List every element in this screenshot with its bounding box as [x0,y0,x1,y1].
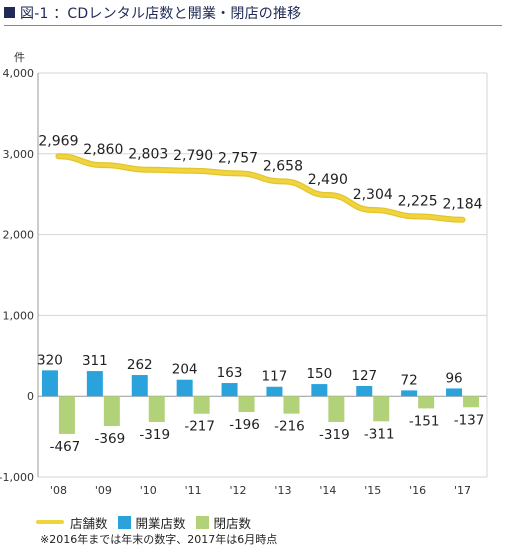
bar-closing [193,396,210,414]
bar-opening [176,379,193,397]
data-label-closing: -216 [274,419,305,435]
data-label-opening: 150 [306,366,332,382]
y-tick-label: 0 [27,390,34,403]
y-tick-label: 2,000 [3,229,35,242]
x-tick-label: '16 [409,484,426,497]
legend-swatch-closings [195,515,209,529]
data-label-opening: 311 [82,353,108,369]
data-label-opening: 72 [401,372,418,388]
bar-opening [446,388,463,397]
legend-item-openings: 開業店数 [117,513,186,532]
series-line-stores [56,154,465,222]
data-label-opening: 204 [172,362,198,378]
data-label-closing: -467 [50,439,81,455]
legend: 店舗数 開業店数 閉店数 [36,513,261,532]
bar-opening [86,371,103,397]
data-label-closing: -319 [139,427,170,443]
data-label-stores: 2,803 [128,147,168,163]
y-tick-label: 1,000 [3,309,35,322]
data-label-stores: 2,969 [38,133,78,149]
data-label-stores: 2,304 [353,187,393,203]
data-label-closing: -319 [319,427,350,443]
bar-opening [221,383,238,397]
bar-opening [356,385,373,397]
bar-closing [373,396,390,422]
data-label-stores: 2,658 [263,158,303,174]
y-tick-label: 4,000 [3,67,35,80]
data-label-opening: 117 [262,369,288,385]
x-tick-label: '09 [95,484,112,497]
x-tick-label: '10 [140,484,157,497]
legend-swatch-stores [36,520,64,524]
chart-note: ※2016年までは年末の数字、2017年は6月時点 [40,533,278,546]
bar-closing [58,396,75,434]
bar-closing [418,396,435,409]
x-tick-label: '17 [454,484,471,497]
y-axis-label: 件 [14,51,25,64]
x-tick-label: '15 [364,484,381,497]
bar-opening [311,384,328,397]
data-label-closing: -369 [95,431,126,447]
data-label-stores: 2,490 [308,172,348,188]
data-label-closing: -196 [229,417,260,433]
legend-swatch-openings [117,515,131,529]
data-label-closing: -311 [364,426,395,442]
data-label-opening: 262 [127,357,153,373]
bar-closing [238,396,255,413]
title-square-icon [4,7,15,18]
data-label-opening: 163 [217,365,243,381]
data-label-opening: 320 [37,352,63,368]
data-label-closing: -151 [409,413,440,429]
chart-title-bar: 図-1 ：CDレンタル店数と開業・閉店の推移 [4,3,502,26]
data-label-opening: 127 [351,368,377,384]
bar-opening [131,375,148,397]
bar-closing [103,396,120,427]
bar-opening [41,370,58,397]
data-label-closing: -217 [184,419,215,435]
x-tick-label: '11 [185,484,202,497]
legend-label-closings: 閉店数 [213,515,252,531]
data-label-stores: 2,860 [83,142,123,158]
y-tick-label: 3,000 [3,148,35,161]
chart-title: 図-1 ：CDレンタル店数と開業・閉店の推移 [20,6,302,22]
bar-closing [283,396,300,414]
legend-label-openings: 開業店数 [135,515,186,531]
legend-label-stores: 店舗数 [70,515,108,531]
bar-closing [328,396,345,422]
legend-item-closings: 閉店数 [195,513,252,532]
bar-closing [148,396,165,422]
x-tick-label: '08 [50,484,67,497]
y-tick-label: -1,000 [0,471,34,484]
data-label-stores: 2,184 [443,197,483,213]
bar-opening [401,390,418,397]
legend-item-stores: 店舗数 [36,513,108,532]
data-label-stores: 2,790 [173,148,213,164]
x-tick-label: '13 [274,484,291,497]
data-label-stores: 2,225 [398,193,438,209]
data-label-closing: -137 [454,412,485,428]
data-label-opening: 96 [445,370,462,386]
x-tick-label: '12 [230,484,247,497]
data-label-stores: 2,757 [218,150,258,166]
x-tick-label: '14 [319,484,336,497]
bar-closing [463,396,480,408]
bar-opening [266,386,283,397]
